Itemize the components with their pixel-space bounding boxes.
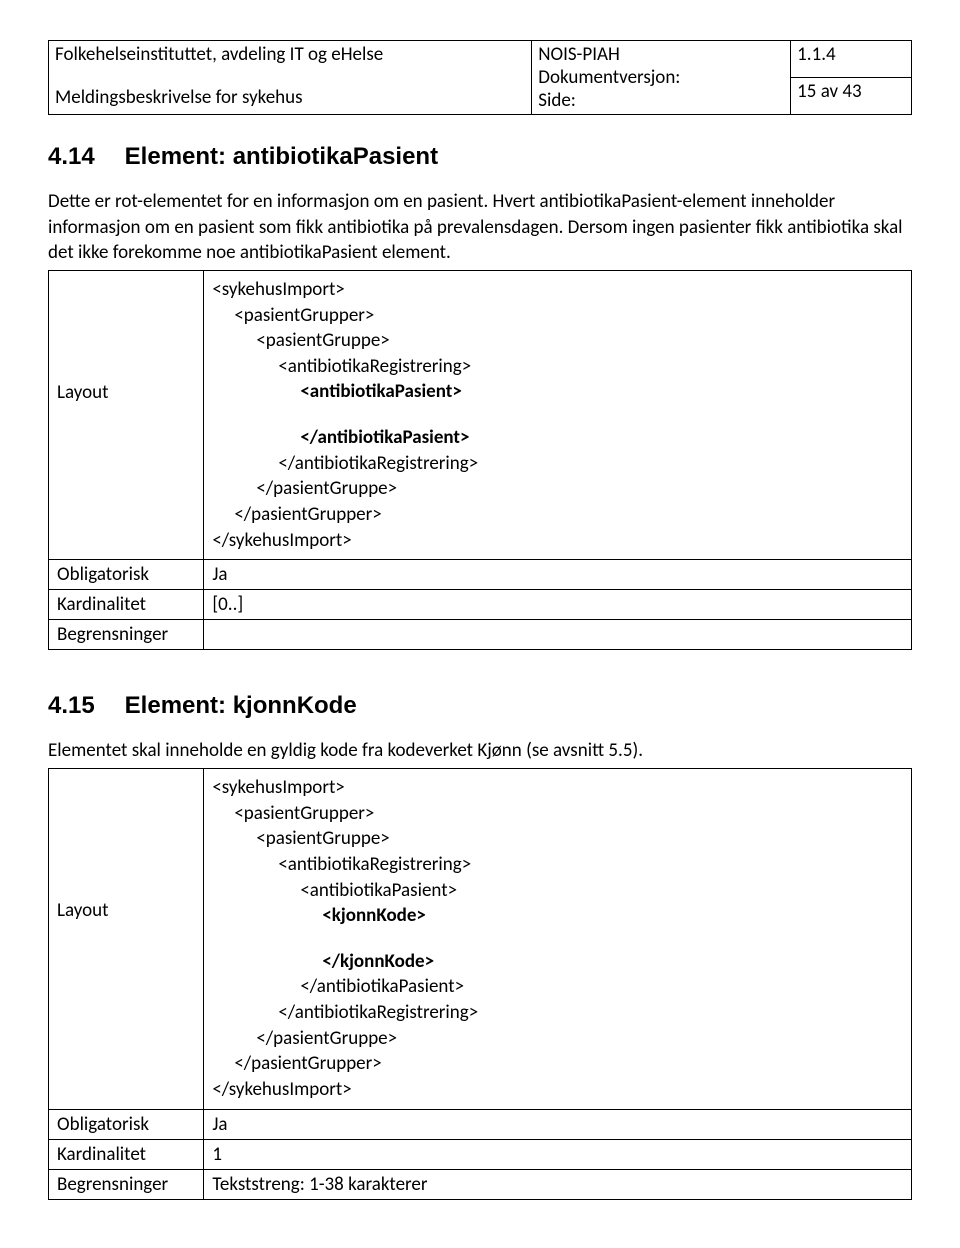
xml-line: </antibiotikaPasient> [212, 974, 903, 1000]
obligatorisk-label: Obligatorisk [49, 560, 204, 590]
section-number: 4.14 [48, 143, 118, 171]
begrensninger-value: Tekststreng: 1-38 karakterer [204, 1169, 912, 1199]
xml-line: <antibiotikaPasient> [212, 878, 903, 904]
begrensninger-label: Begrensninger [49, 620, 204, 650]
header-side-value: 15 av 43 [791, 78, 912, 115]
xml-line-bold: <kjonnKode> [212, 903, 903, 929]
xml-block-1: <sykehusImport> <pasientGrupper><pasient… [212, 274, 903, 556]
obligatorisk-value: Ja [204, 1109, 912, 1139]
xml-line: <pasientGrupper> [212, 801, 903, 827]
begrensninger-value [204, 620, 912, 650]
xml-line: <antibiotikaRegistrering> [212, 354, 903, 380]
header-org-cell: Folkehelseinstituttet, avdeling IT og eH… [49, 41, 532, 115]
section-title-4-15: 4.15 Element: kjonnKode [48, 692, 912, 720]
document-header-table: Folkehelseinstituttet, avdeling IT og eH… [48, 40, 912, 115]
xml-line: <sykehusImport> [212, 278, 344, 301]
layout-xml-cell: <sykehusImport> <pasientGrupper><pasient… [204, 768, 912, 1109]
section1-paragraph: Dette er rot-elementet for en informasjo… [48, 189, 912, 266]
xml-line: </pasientGrupper> [212, 502, 903, 528]
xml-line: <antibiotikaRegistrering> [212, 852, 903, 878]
header-docversion-value: 1.1.4 [791, 41, 912, 78]
header-docversion-label: Dokumentversjon: [538, 66, 784, 89]
header-side-label: Side: [538, 89, 784, 112]
section-number: 4.15 [48, 692, 118, 720]
xml-line: <pasientGrupper> [212, 303, 903, 329]
xml-line: </pasientGrupper> [212, 1051, 903, 1077]
xml-line: </antibiotikaRegistrering> [212, 451, 903, 477]
section-heading: Element: kjonnKode [125, 692, 357, 719]
xml-line: </pasientGruppe> [212, 1026, 903, 1052]
kardinalitet-label: Kardinalitet [49, 590, 204, 620]
section-heading: Element: antibiotikaPasient [125, 143, 438, 170]
layout-xml-cell: <sykehusImport> <pasientGrupper><pasient… [204, 270, 912, 559]
header-org: Folkehelseinstituttet, avdeling IT og eH… [55, 43, 525, 66]
kardinalitet-label: Kardinalitet [49, 1139, 204, 1169]
xml-line: <sykehusImport> [212, 776, 344, 799]
header-labels-cell: NOIS-PIAH Dokumentversjon: Side: [532, 41, 791, 115]
xml-line: </pasientGruppe> [212, 476, 903, 502]
layout-label: Layout [49, 768, 204, 1109]
header-subtitle: Meldingsbeskrivelse for sykehus [55, 86, 525, 109]
xml-block-2: <sykehusImport> <pasientGrupper><pasient… [212, 772, 903, 1106]
xml-line-bold: <antibiotikaPasient> [212, 379, 903, 405]
xml-line: </sykehusImport> [212, 529, 351, 552]
obligatorisk-value: Ja [204, 560, 912, 590]
section-title-4-14: 4.14 Element: antibiotikaPasient [48, 143, 912, 171]
header-system: NOIS-PIAH [538, 43, 784, 66]
xml-blank-line [212, 929, 903, 949]
begrensninger-label: Begrensninger [49, 1169, 204, 1199]
section1-definition-table: Layout <sykehusImport> <pasientGrupper><… [48, 270, 912, 650]
xml-line: </sykehusImport> [212, 1078, 351, 1101]
kardinalitet-value: [0..] [204, 590, 912, 620]
section2-definition-table: Layout <sykehusImport> <pasientGrupper><… [48, 768, 912, 1200]
section2-paragraph: Elementet skal inneholde en gyldig kode … [48, 738, 912, 764]
xml-line: </antibiotikaRegistrering> [212, 1000, 903, 1026]
xml-line-bold: </antibiotikaPasient> [212, 425, 903, 451]
document-page: Folkehelseinstituttet, avdeling IT og eH… [0, 0, 960, 1248]
obligatorisk-label: Obligatorisk [49, 1109, 204, 1139]
layout-label: Layout [49, 270, 204, 559]
xml-line-bold: </kjonnKode> [212, 949, 903, 975]
kardinalitet-value: 1 [204, 1139, 912, 1169]
xml-line: <pasientGruppe> [212, 826, 903, 852]
xml-line: <pasientGruppe> [212, 328, 903, 354]
xml-blank-line [212, 405, 903, 425]
